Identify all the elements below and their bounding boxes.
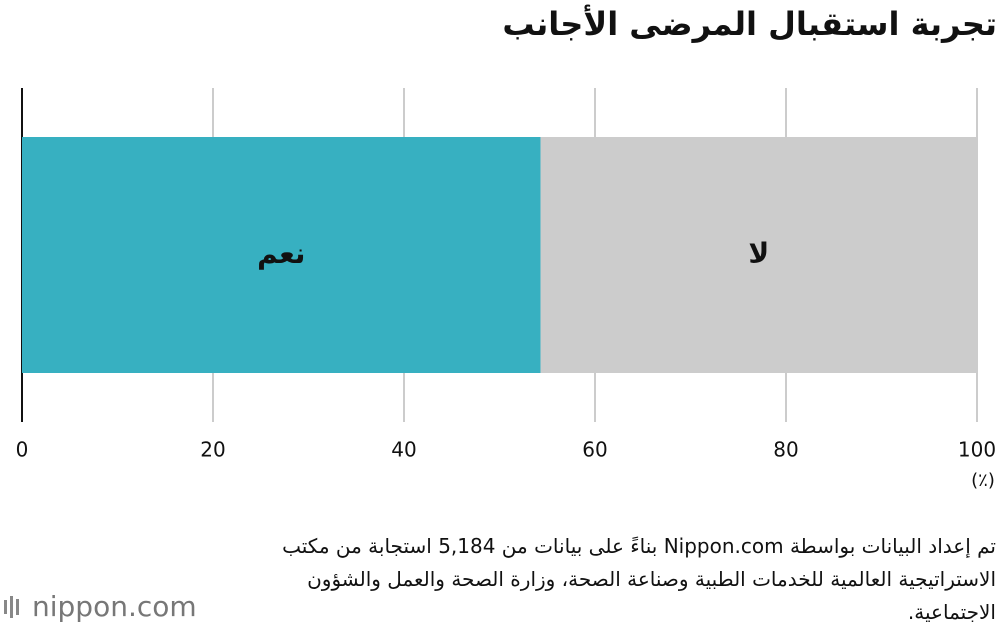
axis-unit: (٪) bbox=[971, 470, 995, 491]
bar-segment bbox=[540, 137, 977, 373]
chart-title: تجربة استقبال المرضى الأجانب bbox=[502, 4, 997, 43]
x-tick-label: 40 bbox=[391, 438, 416, 462]
source-note: تم إعداد البيانات بواسطة Nippon.com بناء… bbox=[282, 534, 996, 624]
logo-icon bbox=[10, 596, 13, 618]
logo: nippon.com bbox=[4, 590, 197, 623]
bar-segment bbox=[22, 137, 541, 373]
x-tick-label: 20 bbox=[200, 438, 225, 462]
segment-label: لا bbox=[748, 237, 769, 270]
segment-label: نعم bbox=[257, 237, 305, 270]
x-tick-label: 60 bbox=[582, 438, 607, 462]
logo-text: nippon.com bbox=[32, 590, 197, 623]
x-tick-label: 80 bbox=[773, 438, 798, 462]
x-tick-label: 0 bbox=[16, 438, 29, 462]
x-tick-label: 100 bbox=[958, 438, 996, 462]
logo-icon bbox=[4, 600, 7, 614]
logo-icon bbox=[16, 599, 19, 615]
